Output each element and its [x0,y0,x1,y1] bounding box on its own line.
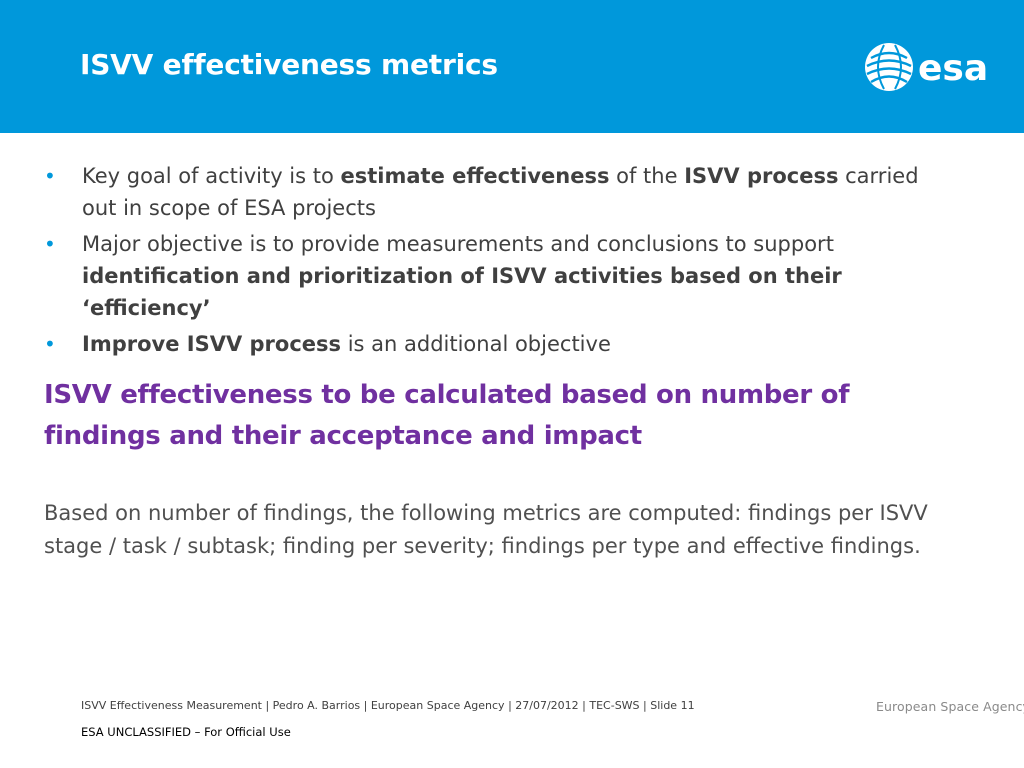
metrics-paragraph: Based on number of findings, the followi… [44,501,928,558]
bullet-item-goal: • Key goal of activity is to estimate ef… [44,160,944,224]
highlight-statement: ISVV effectiveness to be calculated base… [44,380,850,451]
footer-classification: ESA UNCLASSIFIED – For Official Use [81,725,291,739]
bullet-marker: • [44,164,56,188]
esa-globe-icon [865,43,913,91]
bullet-marker: • [44,232,56,256]
bullet-list: • Key goal of activity is to estimate ef… [44,160,944,364]
slide-title: ISVV effectiveness metrics [80,48,498,81]
bullet-marker: • [44,332,56,356]
bullet-item-objective: • Major objective is to provide measurem… [44,228,944,324]
esa-logo: esa [865,43,988,91]
bold-phrase: identification and prioritization of ISV… [82,264,842,320]
footer-agency-name: European Space Agency [876,699,1024,714]
footer-slide-info: ISVV Effectiveness Measurement | Pedro A… [81,699,695,712]
slide-header: ISVV effectiveness metrics esa [0,0,1024,133]
esa-logo-text: esa [918,48,988,89]
bold-phrase: estimate effectiveness [340,164,610,188]
bold-phrase: ISVV process [684,164,839,188]
bullet-item-improve: • Improve ISVV process is an additional … [44,328,944,360]
bold-phrase: Improve ISVV process [82,332,342,356]
